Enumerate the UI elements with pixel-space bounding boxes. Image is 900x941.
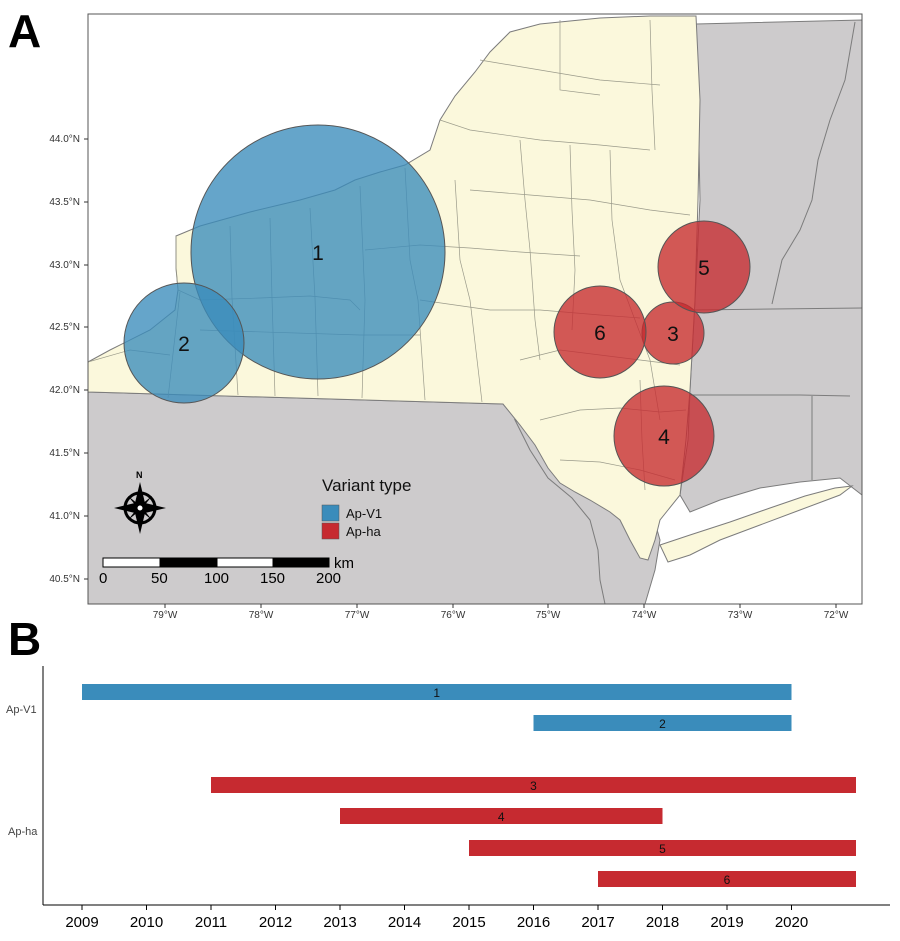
year-tick-label: 2013 [323,914,356,931]
site-circle-2 [123,282,245,404]
map-legend: Variant type Ap-V1 Ap-ha [321,476,411,540]
timeline-bar-label-1: 1 [433,686,440,700]
year-tick-label: 2020 [775,914,808,931]
lat-tick-label: 40.5°N [49,574,80,585]
compass-rose-icon: N [114,470,166,534]
lat-tick-label: 41.5°N [49,448,80,459]
map-frame [87,13,863,605]
timeline-bar-5 [469,840,856,856]
year-tick-label: 2016 [517,914,550,931]
year-axis: 2009 2010 2011 2012 2013 2014 2015 2016 2017 2018… [65,905,808,931]
scale-unit: km [334,555,354,572]
lon-tick-label: 74°W [632,610,657,620]
timeline-bar-3 [211,777,856,793]
timeline-bar-label-4: 4 [498,810,505,824]
lat-tick-label: 43.5°N [49,197,80,208]
site-label-2: 2 [178,333,190,356]
timeline-bar-label-3: 3 [530,779,537,793]
site-label-5: 5 [698,257,710,280]
timeline-panel: Ap-V1 Ap-ha 2009 2010 2011 2012 2013 2014 2015… [6,666,890,931]
legend-label-apv1: Ap-V1 [346,506,382,521]
year-tick-label: 2011 [195,914,227,931]
year-tick-label: 2018 [646,914,679,931]
vermont-border [771,21,856,305]
timeline-bar-1 [82,684,792,700]
lat-tick-label: 43.0°N [49,260,80,271]
ct-border [688,394,851,397]
compass-north-label: N [136,470,143,480]
year-tick-label: 2017 [581,914,614,931]
legend-swatch-apha [321,522,340,540]
site-label-1: 1 [312,242,324,265]
lon-tick-label: 79°W [153,610,178,620]
site-label-3: 3 [667,323,679,346]
year-tick-label: 2009 [65,914,98,931]
lat-tick-label: 42.0°N [49,385,80,396]
scale-label-150: 150 [260,570,285,587]
timeline-bar-6 [598,871,856,887]
scale-label-200: 200 [316,570,341,587]
lon-tick-label: 75°W [536,610,561,620]
legend-label-apha: Ap-ha [346,524,381,539]
legend-title: Variant type [322,476,411,495]
year-tick-label: 2019 [710,914,743,931]
panel-b-label: B [8,613,42,665]
timeline-bar-label-5: 5 [659,842,666,856]
site-label-4: 4 [658,426,670,449]
site-circle-4 [613,385,715,487]
category-label-apha: Ap-ha [8,826,38,838]
timeline-bar-label-2: 2 [659,717,666,731]
site-circles: 1 2 3 4 5 6 [123,124,751,487]
timeline-bar-2 [533,715,792,731]
category-label-apv1: Ap-V1 [6,704,37,716]
scale-label-100: 100 [204,570,229,587]
scale-label-0: 0 [99,570,107,587]
map-panel: 44.0°N 43.5°N 43.0°N 42.5°N 42.0°N 41.5°N 41.0… [49,13,863,620]
timeline-bar-4 [340,808,663,824]
scale-bar: 0 50 100 150 200 km [99,555,354,587]
lat-tick-label: 41.0°N [49,511,80,522]
timeline-bars: 1 2 3 4 5 6 [82,684,856,887]
longitude-axis: 79°W 78°W 77°W 76°W 75°W 74°W 73°W 72°W [153,604,849,620]
lon-tick-label: 76°W [441,610,466,620]
lon-tick-label: 77°W [345,610,370,620]
site-circle-5 [657,220,751,314]
year-tick-label: 2012 [259,914,292,931]
year-tick-label: 2014 [388,914,421,931]
scale-label-50: 50 [151,570,168,587]
site-circle-1 [190,124,446,380]
lat-tick-label: 44.0°N [49,134,80,145]
lon-tick-label: 72°W [824,610,849,620]
panel-a-label: A [8,5,42,57]
lon-tick-label: 73°W [728,610,753,620]
site-circle-6 [553,285,647,379]
legend-swatch-apv1 [321,504,340,522]
lon-tick-label: 78°W [249,610,274,620]
long-island [659,485,854,563]
year-tick-label: 2010 [130,914,163,931]
year-tick-label: 2015 [452,914,485,931]
timeline-bar-label-6: 6 [724,873,731,887]
lat-tick-label: 42.5°N [49,322,80,333]
latitude-axis: 44.0°N 43.5°N 43.0°N 42.5°N 42.0°N 41.5°N 41.0… [49,134,88,585]
site-label-6: 6 [594,322,606,345]
